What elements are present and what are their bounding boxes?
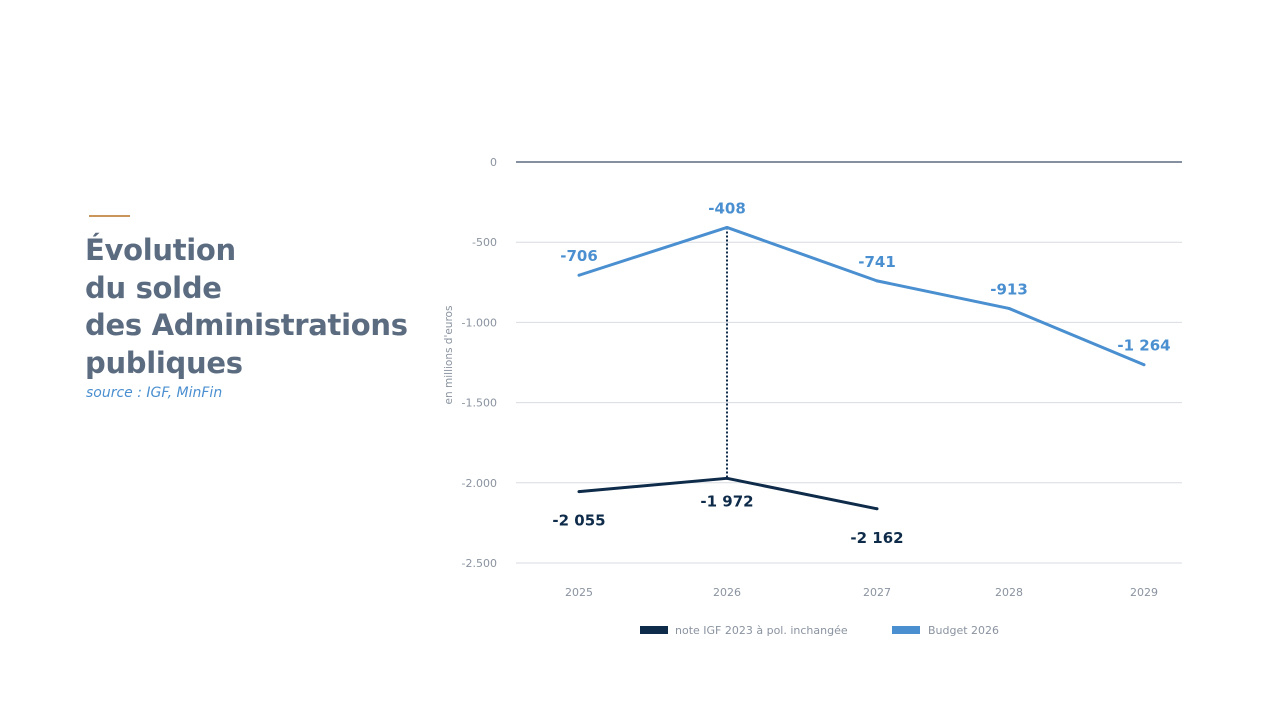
data-label: -408 <box>708 199 746 217</box>
data-point <box>875 507 879 511</box>
y-tick-label: -1.500 <box>462 397 497 410</box>
accent-line <box>89 215 130 217</box>
y-tick-label: -2.000 <box>462 477 497 490</box>
y-tick-label: -500 <box>472 236 497 249</box>
y-tick-label: -2.500 <box>462 557 497 570</box>
data-point <box>875 279 879 283</box>
legend-swatch <box>640 626 668 634</box>
series-line-budget-2026 <box>578 225 1145 367</box>
title-line: du solde <box>85 270 222 305</box>
data-label: -1 264 <box>1117 337 1170 355</box>
data-label: -741 <box>858 253 896 271</box>
data-point <box>577 273 581 277</box>
data-point <box>725 225 729 229</box>
y-tick-label: -1.000 <box>462 316 497 329</box>
data-point <box>1142 363 1146 367</box>
x-tick-label: 2026 <box>713 586 741 599</box>
data-label: -913 <box>990 280 1028 298</box>
legend-swatch <box>892 626 920 634</box>
page-title: Évolution du solde des Administrations p… <box>85 232 408 382</box>
x-tick-label: 2027 <box>863 586 891 599</box>
legend-label: Budget 2026 <box>928 624 999 637</box>
data-point <box>725 476 729 480</box>
x-tick-label: 2028 <box>995 586 1023 599</box>
x-tick-label: 2025 <box>565 586 593 599</box>
x-tick-label: 2029 <box>1130 586 1158 599</box>
data-label: -2 162 <box>850 529 903 547</box>
y-tick-label: 0 <box>490 156 497 169</box>
title-line: publiques <box>85 345 243 380</box>
data-label: -2 055 <box>552 512 605 530</box>
data-point <box>1007 306 1011 310</box>
data-label: -1 972 <box>700 492 753 510</box>
data-label: -706 <box>560 247 598 265</box>
y-axis-label: en millions d'euros <box>443 306 455 405</box>
title-line: Évolution <box>85 233 236 267</box>
data-point <box>577 490 581 494</box>
title-line: des Administrations <box>85 308 408 342</box>
legend-label: note IGF 2023 à pol. inchangée <box>675 624 848 637</box>
source-note: source : IGF, MinFin <box>86 385 223 401</box>
